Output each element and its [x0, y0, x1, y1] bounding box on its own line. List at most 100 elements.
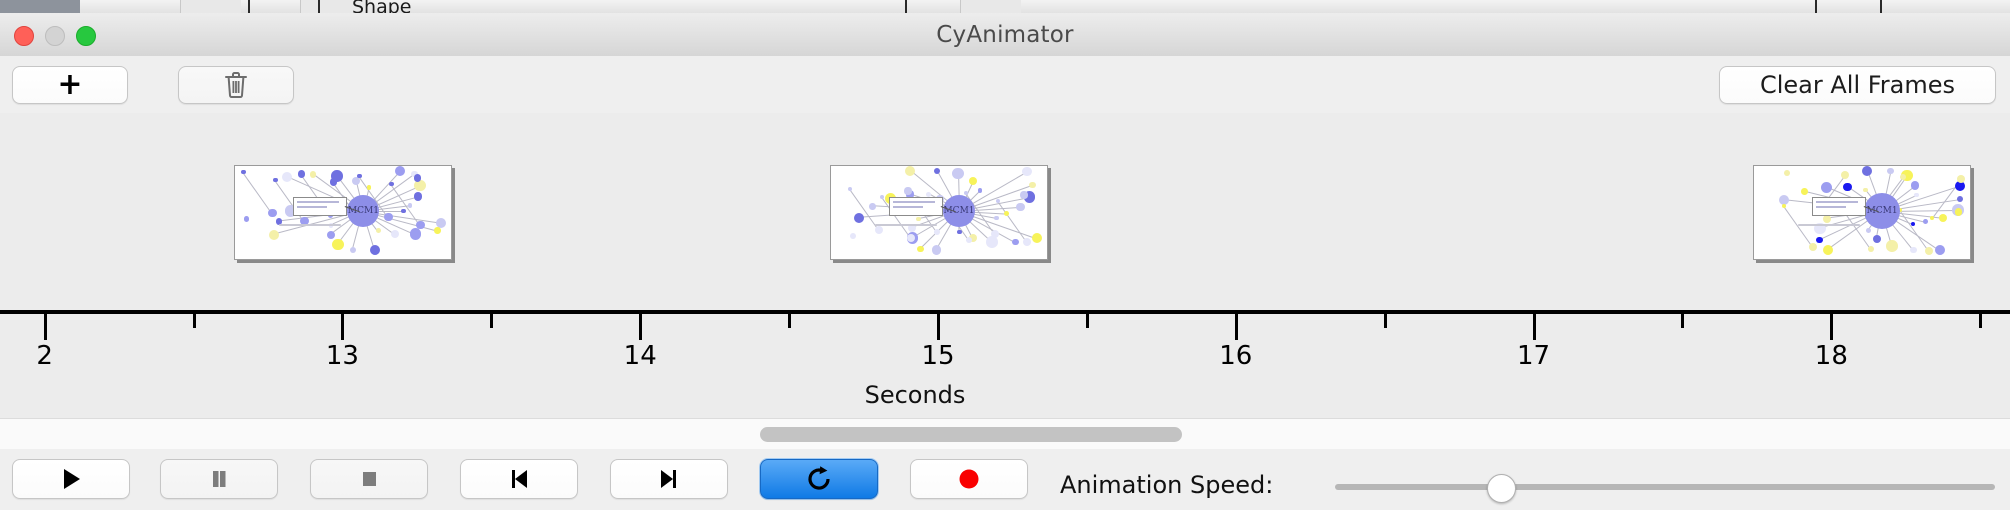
- pause-icon: [213, 471, 226, 487]
- timeline-panel[interactable]: MCM1 MCM1 MCM1 2 13 14 15 16 17 18 Seconds: [0, 113, 2010, 418]
- minimize-button[interactable]: [45, 26, 65, 46]
- timeline-scrollbar-thumb[interactable]: [759, 427, 1182, 442]
- timeline-tick-label: 13: [325, 341, 359, 371]
- network-node: [309, 171, 317, 178]
- animation-speed-label: Animation Speed:: [1060, 471, 1274, 499]
- timeline-scrollbar[interactable]: [0, 418, 2010, 450]
- background-window-tick: [1880, 0, 1882, 13]
- stop-button[interactable]: [310, 459, 428, 499]
- network-node: [300, 216, 309, 226]
- network-node: [1897, 207, 1903, 213]
- network-node: [281, 171, 292, 182]
- network-node: [284, 205, 297, 217]
- network-graph: MCM1: [1754, 166, 1970, 259]
- delete-frame-button[interactable]: [178, 66, 294, 104]
- network-node: [1012, 238, 1019, 246]
- record-button[interactable]: [910, 459, 1028, 499]
- timeline-tick-major: [937, 314, 940, 340]
- zoom-button[interactable]: [76, 26, 96, 46]
- timeline-tick-minor: [1979, 314, 1983, 328]
- network-node: [995, 198, 1001, 204]
- network-node: [1868, 246, 1874, 252]
- animation-speed-slider-thumb[interactable]: [1487, 474, 1516, 503]
- toolbar: + Clear All Frames: [0, 56, 2010, 114]
- keyframe-thumbnail[interactable]: MCM1: [1753, 165, 1972, 260]
- network-caption-text: [1798, 224, 1861, 226]
- network-node: [977, 187, 983, 193]
- network-node: [1922, 219, 1928, 225]
- network-node: [352, 176, 361, 185]
- add-frame-button[interactable]: +: [12, 66, 128, 104]
- network-node: [869, 203, 876, 210]
- background-window-tick: [905, 0, 907, 13]
- network-node: [411, 170, 418, 178]
- network-node: [1778, 195, 1789, 206]
- network-tooltip-text: [1816, 206, 1847, 208]
- network-hub-node: MCM1: [943, 195, 975, 227]
- network-node: [957, 229, 962, 235]
- network-graph: MCM1: [235, 166, 451, 259]
- timeline-tick-label: 17: [1517, 341, 1551, 371]
- network-node: [1872, 234, 1881, 244]
- window-controls: [14, 26, 96, 46]
- clear-all-frames-button[interactable]: Clear All Frames: [1719, 66, 1996, 104]
- network-node: [874, 225, 884, 235]
- network-node: [1784, 170, 1790, 176]
- network-node: [847, 186, 853, 192]
- timeline-tick-major: [1532, 314, 1536, 340]
- network-node: [273, 177, 278, 183]
- network-node: [409, 228, 422, 241]
- clear-all-frames-label: Clear All Frames: [1759, 71, 1956, 99]
- network-node: [1016, 202, 1025, 211]
- timeline-tick-minor: [1383, 314, 1387, 328]
- network-node: [268, 208, 277, 218]
- background-window-tick: [318, 0, 320, 13]
- title-bar[interactable]: CyAnimator: [0, 13, 2010, 57]
- network-node: [395, 166, 406, 176]
- timeline-axis-caption-label: Seconds: [864, 381, 966, 409]
- network-node: [332, 238, 344, 251]
- keyframe-thumbnail[interactable]: MCM1: [830, 165, 1048, 260]
- network-node: [241, 169, 246, 175]
- background-window-segment: [960, 0, 1021, 13]
- network-node: [349, 246, 357, 254]
- network-node: [407, 202, 413, 208]
- skip-to-start-button[interactable]: [460, 459, 578, 499]
- keyframe-thumbnail[interactable]: MCM1: [234, 165, 453, 260]
- network-node: [414, 192, 423, 201]
- network-node: [952, 167, 964, 180]
- timeline-tick-major: [639, 314, 643, 340]
- network-node: [1801, 188, 1808, 195]
- background-window-tick: [248, 0, 250, 13]
- network-node: [908, 223, 917, 232]
- network-node: [906, 233, 916, 243]
- network-caption-text: [279, 224, 342, 226]
- network-node: [1022, 237, 1032, 247]
- network-node: [326, 230, 335, 239]
- network-node: [1808, 242, 1818, 252]
- animation-speed-slider[interactable]: [1335, 484, 1995, 490]
- network-node: [370, 245, 381, 255]
- pause-button[interactable]: [160, 459, 278, 499]
- timeline-tick-label: 15: [921, 341, 955, 371]
- network-node: [1929, 215, 1935, 221]
- network-node: [1910, 246, 1917, 254]
- network-node: [1900, 174, 1906, 180]
- close-button[interactable]: [14, 26, 34, 46]
- network-node: [1900, 169, 1913, 182]
- network-graph: MCM1: [831, 166, 1047, 259]
- network-tooltip-text: [297, 201, 340, 203]
- network-node: [1887, 167, 1894, 175]
- skip-to-end-button[interactable]: [610, 459, 728, 499]
- network-node: [434, 227, 441, 234]
- play-button[interactable]: [12, 459, 130, 499]
- network-node: [1021, 166, 1032, 177]
- network-node: [357, 173, 362, 179]
- timeline-tick-minor: [490, 314, 494, 328]
- network-node: [994, 215, 1000, 221]
- network-node: [414, 179, 427, 192]
- network-node: [1913, 192, 1919, 198]
- network-node: [1910, 221, 1916, 227]
- network-node: [904, 187, 912, 195]
- loop-button[interactable]: [760, 459, 878, 499]
